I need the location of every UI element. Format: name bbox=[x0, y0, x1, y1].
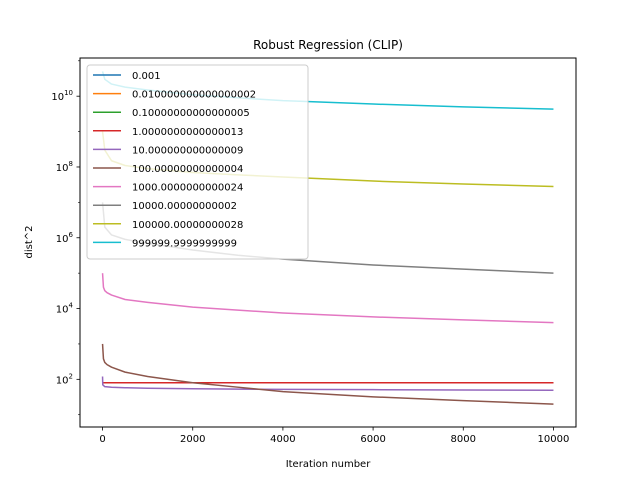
x-tick-label: 2000 bbox=[180, 434, 205, 445]
y-tick-label: 1010 bbox=[51, 89, 73, 103]
y-axis-label: dist^2 bbox=[24, 226, 35, 259]
x-tick-label: 4000 bbox=[270, 434, 295, 445]
legend-label-5: 100.00000000000004 bbox=[132, 164, 243, 175]
y-tick-label: 108 bbox=[56, 160, 73, 174]
series-line-6 bbox=[101, 273, 554, 324]
legend: 0.001 0.010000000000000002 0.1000000000000… bbox=[86, 64, 309, 260]
legend-label-4: 10.000000000000009 bbox=[132, 145, 243, 156]
x-axis: 0 2000 4000 6000 8000 10000 bbox=[99, 427, 569, 445]
x-axis-label: Iteration number bbox=[286, 459, 372, 470]
legend-label-3: 1.0000000000000013 bbox=[132, 127, 243, 138]
y-tick-label: 102 bbox=[56, 372, 73, 386]
x-tick-label: 0 bbox=[99, 434, 105, 445]
legend-label-9: 999999.9999999999 bbox=[132, 238, 237, 249]
x-tick-label: 10000 bbox=[538, 434, 570, 445]
legend-label-8: 100000.00000000028 bbox=[132, 220, 243, 231]
x-tick-label: 8000 bbox=[451, 434, 476, 445]
legend-label-6: 1000.0000000000024 bbox=[132, 183, 243, 194]
legend-box bbox=[86, 64, 309, 260]
y-axis: 102 104 106 108 1010 bbox=[51, 60, 80, 416]
legend-label-0: 0.001 bbox=[132, 71, 161, 82]
chart-title: Robust Regression (CLIP) bbox=[253, 38, 403, 52]
series-line-5 bbox=[101, 343, 554, 405]
y-tick-label: 104 bbox=[56, 302, 74, 316]
plot-frame bbox=[79, 57, 577, 428]
legend-label-1: 0.010000000000000002 bbox=[132, 90, 256, 101]
x-tick-label: 6000 bbox=[360, 434, 385, 445]
series-line-4 bbox=[101, 376, 554, 392]
legend-label-7: 10000.00000000002 bbox=[132, 201, 237, 212]
legend-label-2: 0.10000000000000005 bbox=[132, 108, 250, 119]
y-tick-label: 106 bbox=[56, 231, 74, 245]
